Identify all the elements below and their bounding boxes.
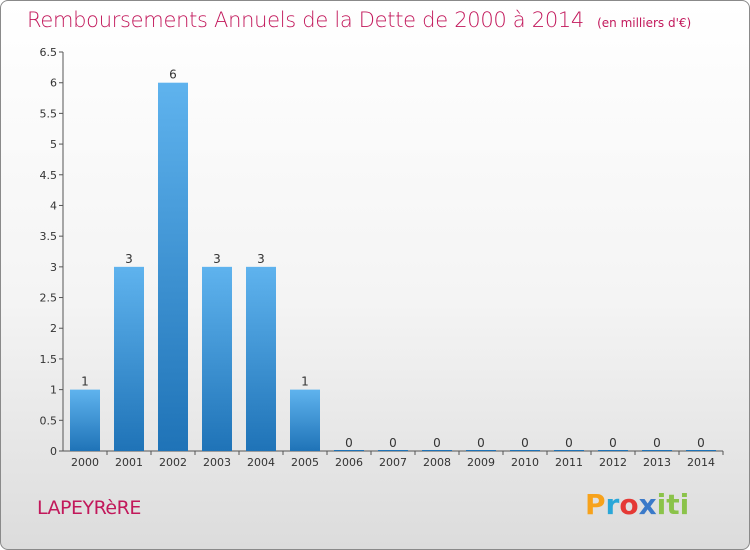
logo-letter-x: x: [638, 488, 657, 521]
x-tick-label: 2006: [335, 456, 363, 469]
logo-letter-o: o: [619, 488, 639, 521]
x-tick-label: 2008: [423, 456, 451, 469]
y-tick-label: 3: [50, 261, 57, 274]
bar-value-label: 0: [521, 436, 529, 450]
logo-letter-r: r: [605, 488, 620, 521]
y-tick-label: 6: [50, 77, 57, 90]
x-tick-label: 2003: [203, 456, 231, 469]
x-tick-label: 2010: [511, 456, 539, 469]
bar: [686, 450, 716, 451]
chart-unit-label: (en milliers d'€): [597, 16, 692, 30]
bar-value-label: 0: [697, 436, 705, 450]
logo-letters-iti: iti: [656, 488, 690, 521]
x-tick-label: 2002: [159, 456, 187, 469]
bar: [642, 450, 672, 451]
bar-value-label: 3: [257, 252, 265, 266]
bar-value-label: 0: [609, 436, 617, 450]
y-tick-label: 5: [50, 138, 57, 151]
y-tick-label: 1: [50, 384, 57, 397]
y-tick-label: 3.5: [40, 230, 58, 243]
x-tick-label: 2007: [379, 456, 407, 469]
bar-value-label: 0: [345, 436, 353, 450]
x-tick-label: 2001: [115, 456, 143, 469]
y-tick-label: 4.5: [40, 169, 58, 182]
x-tick-label: 2009: [467, 456, 495, 469]
x-tick-label: 2013: [643, 456, 671, 469]
bar: [510, 450, 540, 451]
bar-value-label: 0: [389, 436, 397, 450]
bar-value-label: 3: [213, 252, 221, 266]
y-tick-label: 5.5: [40, 107, 58, 120]
y-tick-label: 2.5: [40, 292, 58, 305]
y-tick-label: 6.5: [40, 46, 58, 59]
bar-value-label: 3: [125, 252, 133, 266]
bar: [554, 450, 584, 451]
y-tick-label: 1.5: [40, 353, 58, 366]
chart-title: Remboursements Annuels de la Dette de 20…: [27, 8, 691, 32]
x-tick-label: 2012: [599, 456, 627, 469]
x-tick-label: 2014: [687, 456, 715, 469]
bar: [378, 450, 408, 451]
bar-value-label: 0: [653, 436, 661, 450]
chart-title-text: Remboursements Annuels de la Dette de 20…: [27, 8, 584, 32]
y-tick-label: 0.5: [40, 414, 58, 427]
y-tick-label: 4: [50, 199, 57, 212]
bar-value-label: 1: [301, 375, 309, 389]
bar: [422, 450, 452, 451]
bar: [202, 266, 232, 451]
bar: [158, 82, 188, 451]
bar-value-label: 6: [169, 68, 177, 82]
y-tick-label: 2: [50, 322, 57, 335]
bar: [598, 450, 628, 451]
bar-value-label: 0: [433, 436, 441, 450]
bar: [334, 450, 364, 451]
logo-letter-p: P: [585, 488, 606, 521]
bar: [466, 450, 496, 451]
proxiti-logo: Proxiti: [585, 488, 689, 521]
y-tick-label: 0: [50, 445, 57, 458]
bar: [290, 389, 320, 451]
bar: [114, 266, 144, 451]
x-tick-label: 2005: [291, 456, 319, 469]
bar-value-label: 0: [565, 436, 573, 450]
bar-value-label: 0: [477, 436, 485, 450]
x-tick-label: 2004: [247, 456, 275, 469]
bar: [246, 266, 276, 451]
bar: [70, 389, 100, 451]
commune-name: LAPEYRèRE: [37, 497, 141, 519]
x-tick-label: 2000: [71, 456, 99, 469]
x-tick-label: 2011: [555, 456, 583, 469]
bar-value-label: 1: [81, 375, 89, 389]
